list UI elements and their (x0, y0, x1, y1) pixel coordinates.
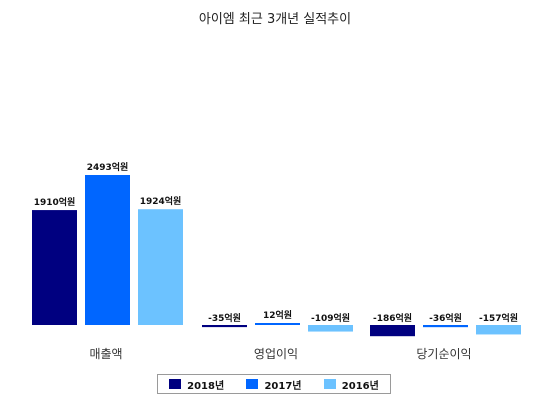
category-label-2: 당기순이익 (416, 347, 471, 361)
data-label-2-0: -186억원 (373, 312, 412, 324)
bar-1-1 (255, 323, 300, 325)
bar-2-0 (370, 325, 415, 337)
legend: 2018년 2017년 2016년 (157, 374, 391, 394)
bar-2-1 (423, 325, 468, 328)
bar-0-1 (85, 175, 130, 325)
data-label-2-1: -36억원 (429, 312, 462, 324)
data-label-1-2: -109억원 (311, 312, 350, 324)
legend-label-1: 2017년 (264, 380, 302, 392)
legend-item-1: 2017년 (246, 377, 302, 392)
chart-title: 아이엠 최근 3개년 실적추이 (198, 12, 352, 27)
bar-0-2 (138, 209, 183, 325)
bar-0-0 (32, 210, 77, 325)
legend-swatch-2 (323, 379, 336, 389)
legend-label-0: 2018년 (187, 380, 225, 392)
category-label-0: 매출액 (89, 347, 122, 361)
bar-2-2 (476, 325, 521, 335)
bar-1-2 (308, 325, 353, 332)
category-label-1: 영업이익 (254, 347, 298, 361)
legend-swatch-1 (246, 379, 259, 389)
legend-item-2: 2016년 (323, 377, 379, 392)
data-label-0-1: 2493억원 (87, 161, 129, 173)
legend-item-0: 2018년 (169, 377, 224, 392)
legend-label-2: 2016년 (341, 380, 379, 392)
data-label-2-2: -157억원 (479, 312, 518, 324)
data-label-0-2: 1924억원 (140, 195, 182, 207)
data-label-1-1: 12억원 (263, 309, 292, 321)
legend-swatch-0 (169, 379, 182, 389)
data-label-0-0: 1910억원 (34, 196, 76, 208)
bar-1-0 (202, 325, 247, 328)
data-label-1-0: -35억원 (208, 312, 241, 324)
